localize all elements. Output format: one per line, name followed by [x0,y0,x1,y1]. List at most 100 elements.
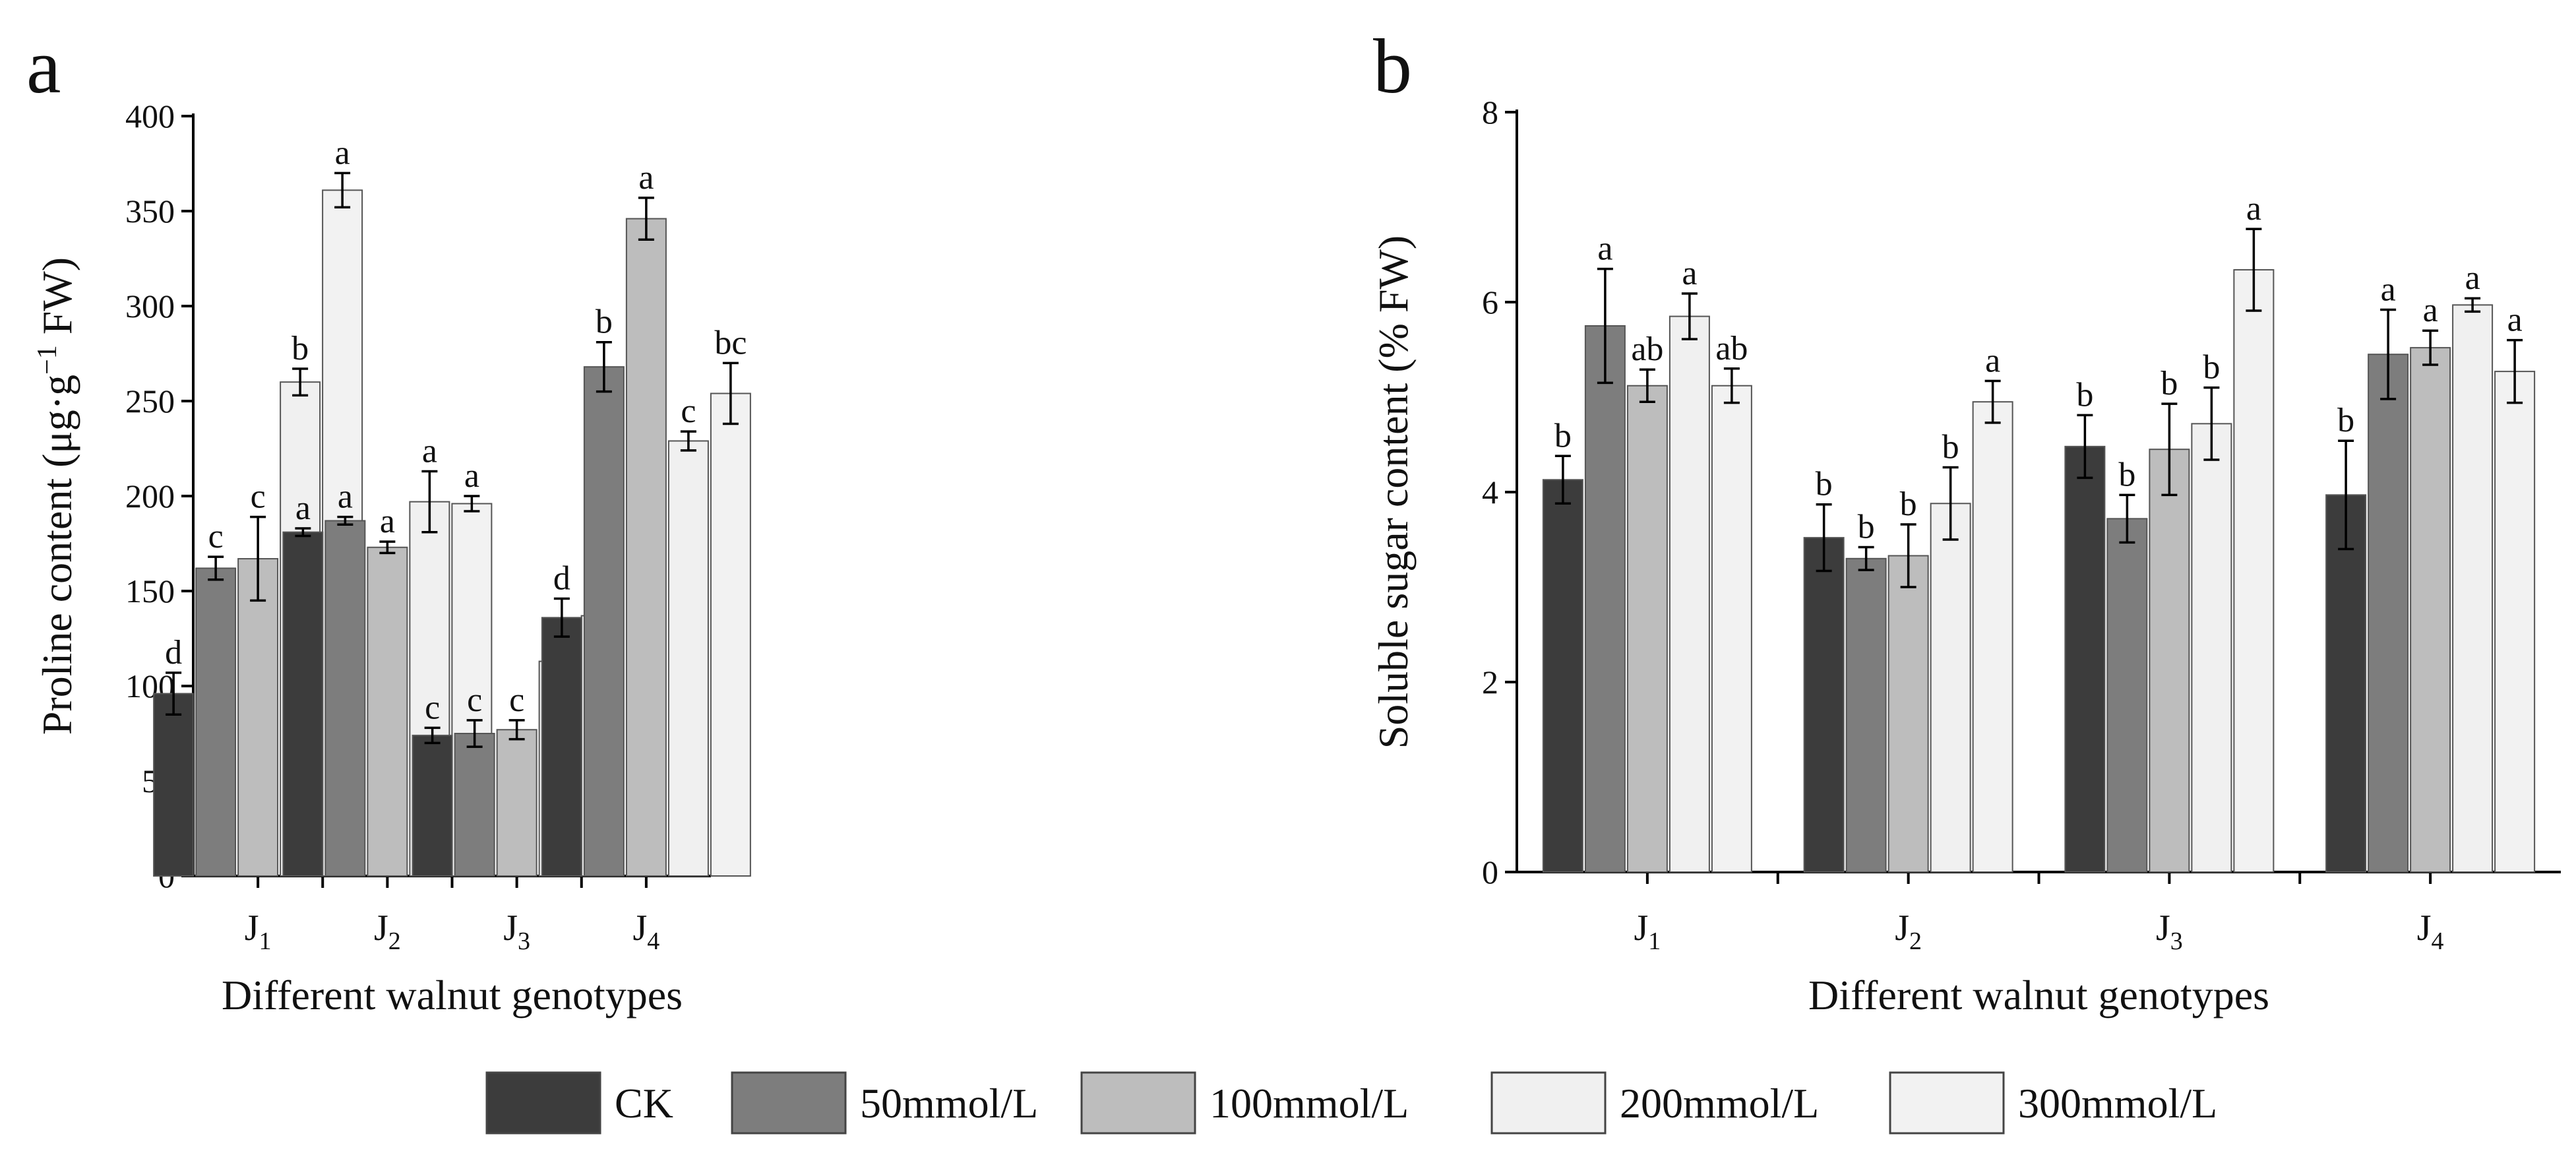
bar-100mmol-l [1626,385,1668,873]
bar-100mmol-l [496,729,537,877]
significance-letter: a [338,478,353,516]
y-axis-title-superscript: −1 [32,345,63,375]
significance-letter: c [509,681,524,719]
significance-letter: a [2423,292,2438,329]
legend-label: 100mmol/L [1210,1080,1409,1127]
x-tick-label-main: J [374,908,388,949]
significance-letter: b [1900,485,1917,523]
x-tick-label-subscript: 4 [2432,927,2444,955]
y-axis-title: Soluble sugar content (% FW) [1370,235,1417,749]
significance-letter: ab [1631,330,1663,368]
significance-letter: b [2203,349,2220,387]
x-tick-label: J4 [632,908,659,955]
significance-letter: b [2118,456,2135,493]
bar-200mmol-l [2452,304,2494,873]
bar-50mmol-l [324,520,366,877]
significance-letter: c [251,478,266,516]
x-tick-label-main: J [245,908,259,949]
x-tick-label-main: J [2417,908,2432,949]
x-tick-label-main: J [1895,908,1909,949]
x-tick-label-subscript: 2 [388,927,401,955]
x-axis-title: Different walnut genotypes [222,972,683,1018]
significance-letter: b [2337,402,2354,439]
bar-200mmol-l [1930,503,1971,873]
significance-letter: a [638,159,654,197]
panel-a-proline-chart: a050100150200250300350400Proline content… [26,23,751,1018]
significance-letter: a [2507,301,2523,339]
x-tick-label-subscript: 1 [259,927,272,955]
significance-letter: a [422,433,437,470]
y-tick-label: 6 [1482,284,1498,321]
legend-label: CK [615,1080,673,1127]
x-tick-label-subscript: 3 [2170,927,2183,955]
y-tick-label: 400 [125,98,175,135]
y-axis-title-main: Proline content (μg·g [34,375,80,735]
x-tick-label: J1 [245,908,272,955]
significance-letter: bc [714,324,747,361]
significance-letter: a [295,489,311,527]
bar-50mmol-l [583,366,625,877]
x-tick-label-main: J [632,908,647,949]
x-tick-label-subscript: 3 [518,927,530,955]
bar-ck [541,617,582,877]
significance-letter: b [1858,509,1875,546]
x-tick-label-main: J [503,908,518,949]
bar-50mmol-l [195,567,237,877]
significance-letter: c [467,681,482,719]
bar-ck [282,531,324,877]
bar-100mmol-l [367,546,408,877]
panel-letter-b: b [1373,23,1412,109]
bar-ck [412,734,453,877]
significance-letter: b [291,330,309,367]
significance-letter: b [2161,365,2178,402]
y-tick-label: 250 [125,383,175,420]
significance-letter: b [1554,417,1572,454]
x-tick-label: J1 [1634,908,1661,955]
x-tick-label-subscript: 4 [647,927,659,955]
bar-100mmol-l [625,218,667,877]
significance-letter: ab [1715,330,1748,367]
bar-100mmol-l [2410,347,2451,873]
bar-50mmol-l [1845,557,1887,873]
bar-300mmol-l [1711,385,1752,873]
y-tick-label: 4 [1482,474,1498,511]
y-axis-title-main: Soluble sugar content (% FW) [1370,235,1417,749]
x-tick-label: J3 [503,908,530,955]
legend-swatch [1490,1071,1607,1135]
y-tick-label: 200 [125,478,175,515]
y-tick-label: 150 [125,573,175,609]
x-tick-label-main: J [2156,908,2170,949]
y-tick-label: 300 [125,288,175,325]
significance-letter: d [553,560,570,598]
x-tick-label: J4 [2417,908,2444,955]
x-tick-label-subscript: 1 [1648,927,1661,955]
significance-letter: a [1985,342,2000,380]
y-tick-label: 0 [1482,854,1498,890]
bar-300mmol-l [1972,401,2013,873]
x-tick-label-main: J [1634,908,1648,949]
significance-letter: a [2246,190,2261,228]
bar-300mmol-l [710,392,751,877]
significance-letter: c [425,689,440,726]
bar-50mmol-l [2106,518,2148,873]
bar-300mmol-l [2233,269,2275,873]
bar-ck [2064,445,2106,873]
significance-letter: b [1816,466,1833,503]
significance-letter: a [380,503,395,540]
legend-swatch [1889,1071,2005,1135]
significance-letter: c [681,392,696,430]
significance-letter: a [464,457,479,495]
y-tick-label: 350 [125,193,175,230]
bar-50mmol-l [2368,354,2409,873]
bar-100mmol-l [2149,449,2190,873]
bar-ck [153,693,195,877]
x-tick-label: J2 [374,908,401,955]
bar-ck [1542,479,1583,873]
legend-swatch [731,1071,847,1135]
panel-letter-a: a [26,23,61,109]
x-tick-label: J3 [2156,908,2183,955]
legend: CK 50mmol/L 100mmol/L 200mmol/L 300mmol/L [485,1071,2217,1135]
y-tick-label: 8 [1482,94,1498,131]
legend-swatch [485,1071,601,1135]
